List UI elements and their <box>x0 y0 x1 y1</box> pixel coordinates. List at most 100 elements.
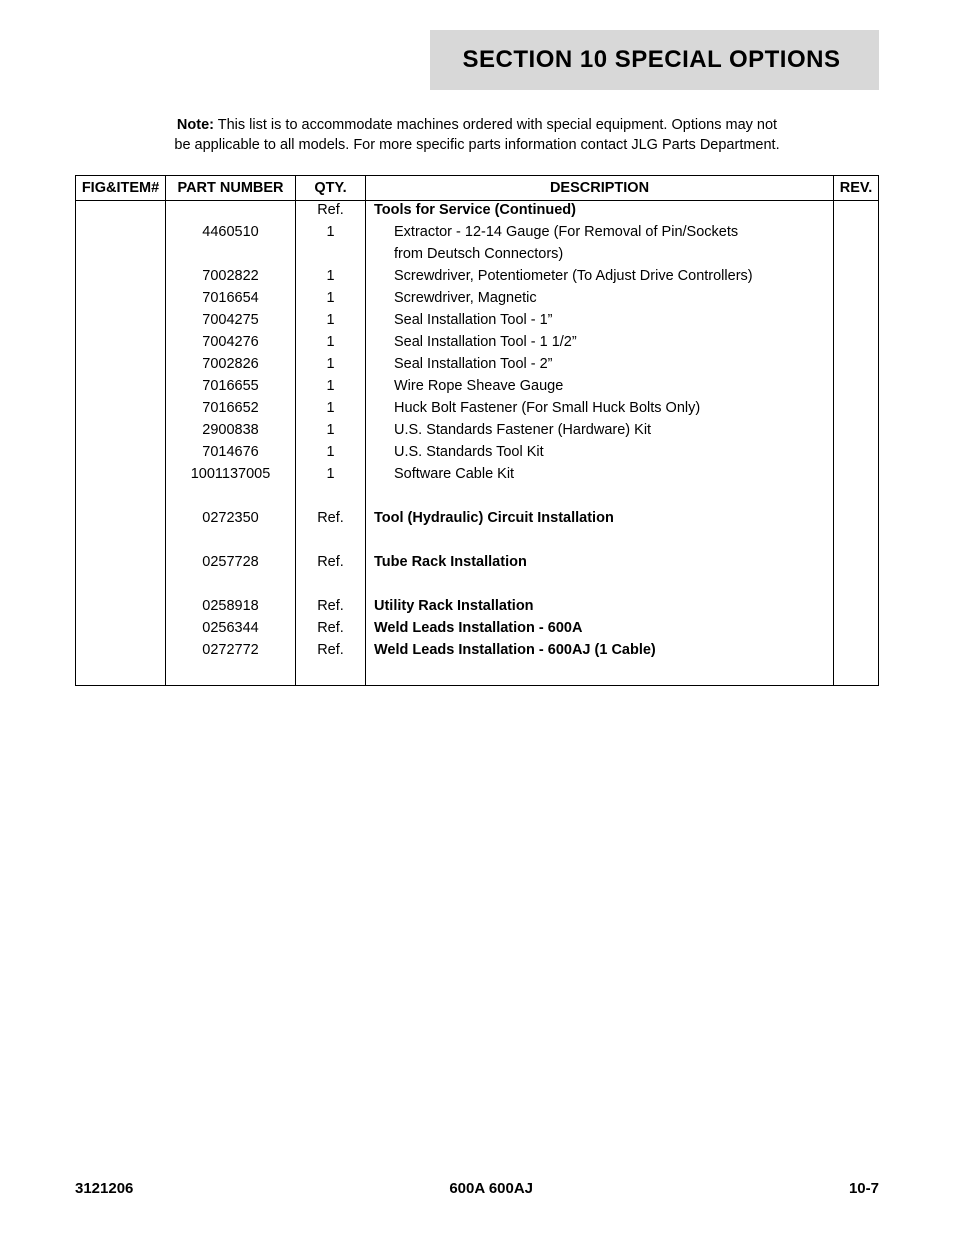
cell-fig <box>76 333 166 355</box>
cell-rev <box>834 311 879 333</box>
cell-qty: 1 <box>296 267 366 289</box>
col-rev: REV. <box>834 176 879 201</box>
section-header: SECTION 10 SPECIAL OPTIONS <box>430 30 879 90</box>
cell-part-number: 7016654 <box>166 289 296 311</box>
footer-left: 3121206 <box>75 1180 133 1197</box>
table-row: 44605101Extractor - 12-14 Gauge (For Rem… <box>76 223 879 245</box>
cell-qty: 1 <box>296 223 366 245</box>
cell-fig <box>76 355 166 377</box>
cell-description: Screwdriver, Potentiometer (To Adjust Dr… <box>366 267 834 289</box>
cell-qty: Ref. <box>296 641 366 663</box>
table-row: 0257728Ref.Tube Rack Installation <box>76 553 879 575</box>
table-row: 70166521Huck Bolt Fastener (For Small Hu… <box>76 399 879 421</box>
cell-description: Screwdriver, Magnetic <box>366 289 834 311</box>
cell-fig <box>76 399 166 421</box>
note-block: Note: This list is to accommodate machin… <box>75 116 879 155</box>
col-qty: QTY. <box>296 176 366 201</box>
cell-description: Wire Rope Sheave Gauge <box>366 377 834 399</box>
cell-qty: Ref. <box>296 619 366 641</box>
cell-qty: Ref. <box>296 597 366 619</box>
cell-rev <box>834 421 879 443</box>
cell-fig <box>76 421 166 443</box>
cell-qty: 1 <box>296 355 366 377</box>
cell-rev <box>834 377 879 399</box>
cell-part-number: 1001137005 <box>166 465 296 487</box>
table-row: 0272350Ref.Tool (Hydraulic) Circuit Inst… <box>76 509 879 531</box>
cell-description: Tool (Hydraulic) Circuit Installation <box>366 509 834 531</box>
table-filler-row <box>76 663 879 686</box>
table-row: from Deutsch Connectors) <box>76 245 879 267</box>
table-row: 70166541Screwdriver, Magnetic <box>76 289 879 311</box>
cell-rev <box>834 333 879 355</box>
table-row: 0258918Ref.Utility Rack Installation <box>76 597 879 619</box>
cell-rev <box>834 509 879 531</box>
cell-description: Weld Leads Installation - 600A <box>366 619 834 641</box>
parts-table: FIG&ITEM# PART NUMBER QTY. DESCRIPTION R… <box>75 175 879 686</box>
table-row: Ref.Tools for Service (Continued) <box>76 201 879 224</box>
cell-description: Seal Installation Tool - 1” <box>366 311 834 333</box>
cell-fig <box>76 223 166 245</box>
cell-rev <box>834 641 879 663</box>
cell-rev <box>834 289 879 311</box>
cell-rev <box>834 399 879 421</box>
col-pn: PART NUMBER <box>166 176 296 201</box>
cell-rev <box>834 245 879 267</box>
cell-qty: 1 <box>296 421 366 443</box>
cell-fig <box>76 509 166 531</box>
cell-description: Seal Installation Tool - 1 1/2” <box>366 333 834 355</box>
cell-part-number: 7004276 <box>166 333 296 355</box>
cell-qty: Ref. <box>296 201 366 224</box>
cell-description: Seal Installation Tool - 2” <box>366 355 834 377</box>
table-row: 10011370051Software Cable Kit <box>76 465 879 487</box>
cell-fig <box>76 641 166 663</box>
cell-rev <box>834 223 879 245</box>
table-row: 29008381U.S. Standards Fastener (Hardwar… <box>76 421 879 443</box>
cell-description: Utility Rack Installation <box>366 597 834 619</box>
note-text-line2: be applicable to all models. For more sp… <box>174 137 779 153</box>
cell-part-number: 0257728 <box>166 553 296 575</box>
cell-rev <box>834 597 879 619</box>
cell-description: Extractor - 12-14 Gauge (For Removal of … <box>366 223 834 245</box>
cell-qty: 1 <box>296 377 366 399</box>
cell-fig <box>76 619 166 641</box>
page-footer: 3121206 600A 600AJ 10-7 <box>75 1180 879 1197</box>
cell-part-number: 0272350 <box>166 509 296 531</box>
col-fig: FIG&ITEM# <box>76 176 166 201</box>
cell-qty: 1 <box>296 399 366 421</box>
cell-part-number: 4460510 <box>166 223 296 245</box>
note-text-line1: This list is to accommodate machines ord… <box>214 117 777 133</box>
cell-description: Tools for Service (Continued) <box>366 201 834 224</box>
note-label: Note: <box>177 117 214 133</box>
cell-part-number: 7014676 <box>166 443 296 465</box>
cell-description: Tube Rack Installation <box>366 553 834 575</box>
cell-qty: 1 <box>296 443 366 465</box>
cell-part-number: 7016652 <box>166 399 296 421</box>
cell-qty: 1 <box>296 333 366 355</box>
table-row: 70166551Wire Rope Sheave Gauge <box>76 377 879 399</box>
cell-rev <box>834 465 879 487</box>
cell-qty: 1 <box>296 289 366 311</box>
cell-fig <box>76 201 166 224</box>
cell-description: Weld Leads Installation - 600AJ (1 Cable… <box>366 641 834 663</box>
footer-center: 600A 600AJ <box>449 1180 533 1197</box>
cell-rev <box>834 355 879 377</box>
table-row: 70146761U.S. Standards Tool Kit <box>76 443 879 465</box>
table-row: 0256344Ref.Weld Leads Installation - 600… <box>76 619 879 641</box>
table-row: 70042751Seal Installation Tool - 1” <box>76 311 879 333</box>
cell-rev <box>834 619 879 641</box>
cell-part-number: 0256344 <box>166 619 296 641</box>
cell-part-number: 0258918 <box>166 597 296 619</box>
cell-description: Software Cable Kit <box>366 465 834 487</box>
table-header-row: FIG&ITEM# PART NUMBER QTY. DESCRIPTION R… <box>76 176 879 201</box>
cell-fig <box>76 377 166 399</box>
cell-part-number <box>166 245 296 267</box>
cell-part-number: 7002822 <box>166 267 296 289</box>
cell-part-number: 2900838 <box>166 421 296 443</box>
table-row: 0272772Ref.Weld Leads Installation - 600… <box>76 641 879 663</box>
table-row <box>76 575 879 597</box>
footer-right: 10-7 <box>849 1180 879 1197</box>
table-row <box>76 531 879 553</box>
cell-rev <box>834 201 879 224</box>
cell-description: U.S. Standards Tool Kit <box>366 443 834 465</box>
table-row: 70042761Seal Installation Tool - 1 1/2” <box>76 333 879 355</box>
